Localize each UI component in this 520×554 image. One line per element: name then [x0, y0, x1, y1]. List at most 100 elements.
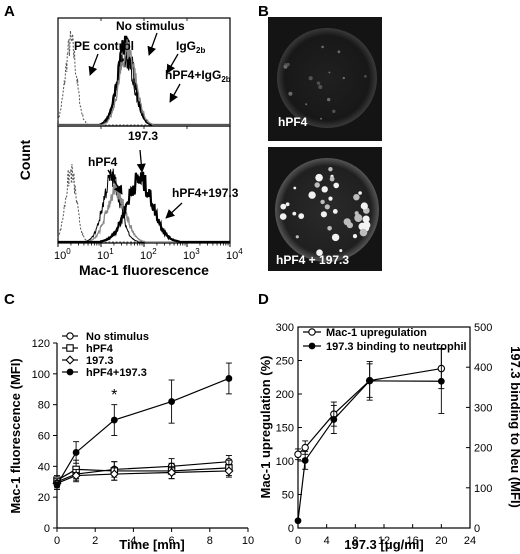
staining-spot: [364, 75, 367, 78]
chart-c-series: *: [52, 362, 234, 490]
chart-c-x-tick-label: 6: [169, 535, 175, 547]
staining-spot: [362, 215, 370, 223]
staining-spot: [320, 211, 327, 218]
staining-spot: [284, 63, 287, 66]
chart-c-point: [225, 375, 233, 382]
staining-spot: [285, 202, 290, 207]
chart-d-right-tick-label: 400: [474, 362, 492, 374]
chart-c-y-tick-label: 20: [38, 492, 50, 504]
histogram-tick-label: 102: [140, 247, 157, 262]
panel-label-d: D: [258, 291, 269, 308]
histogram-x-ticks: 100 101 102 103 104: [54, 18, 243, 262]
histogram-curve-thick: [58, 171, 230, 244]
chart-d-point: [301, 457, 309, 464]
chart-d-x-tick-label: 8: [352, 535, 358, 547]
staining-spot: [329, 176, 335, 182]
panel-a-histograms: 100 101 102 103 104 Count Mac-1 fluorescence…: [17, 17, 243, 278]
chart-d-left-tick-label: 250: [276, 356, 294, 368]
histogram-tick-label: 103: [183, 247, 200, 262]
chart-d-legend: Mac-1 upregulation 197.3 binding to neutr…: [303, 327, 467, 353]
staining-spot: [279, 213, 287, 220]
chart-d-legend-marker: [308, 328, 316, 336]
chart-d-right-y-label: 197.3 binding to Neu (MFI): [508, 346, 520, 508]
chart-d-legend-label: Mac-1 upregulation: [326, 327, 427, 339]
chart-c-point: [168, 398, 176, 405]
chart-c-y-label: Mac-1 fluorescence (MFI): [8, 358, 23, 513]
chart-c-legend-marker: [66, 344, 74, 352]
staining-spot: [283, 64, 288, 69]
panel-label-b: B: [258, 3, 269, 20]
chart-d-left-tick-label: 0: [288, 523, 294, 535]
chart-c-y-tick-label: 100: [32, 369, 50, 381]
arrow-pe-control: [88, 53, 99, 76]
staining-spot: [333, 182, 340, 189]
chart-c-ticks: 0 20 40 60 80 100 120 0 2 4 6 8 10: [32, 338, 254, 547]
staining-spot: [346, 222, 353, 229]
chart-d-x-tick-label: 4: [324, 535, 330, 547]
arrow-197-3: [136, 149, 146, 173]
chart-c-point: [72, 449, 80, 456]
histogram-tick-label: 104: [226, 247, 243, 262]
panel-label-a: A: [4, 3, 15, 20]
chart-d-legend-label: 197.3 binding to neutrophil: [326, 341, 467, 353]
chart-c-x-tick-label: 8: [207, 535, 213, 547]
staining-spot: [324, 204, 330, 210]
chart-d-x-tick-label: 0: [295, 535, 301, 547]
cell-hpf4-staining: [283, 45, 367, 120]
chart-c-x-tick-label: 0: [54, 535, 60, 547]
chart-c-legend-marker: [65, 355, 75, 365]
histogram-curve-grey: [58, 39, 230, 126]
staining-spot: [321, 186, 328, 193]
staining-spot: [305, 103, 308, 106]
chart-d-frame: [297, 326, 471, 529]
chart-d-point: [301, 443, 309, 452]
chart-d-x-tick-label: 20: [435, 535, 447, 547]
chart-d-point: [330, 416, 338, 423]
chart-d-point: [437, 377, 445, 385]
cell-hpf4-197-3-staining: [279, 167, 371, 256]
histogram-tick-label: 101: [97, 247, 114, 262]
staining-spot: [328, 196, 333, 201]
panel-label-c: C: [4, 291, 15, 308]
micrograph-label-hpf4-197-3: hPF4 + 197.3: [276, 253, 349, 267]
staining-spot: [332, 209, 338, 214]
chart-d-left-tick-label: 200: [276, 389, 294, 401]
staining-spot: [337, 50, 341, 54]
staining-spot: [321, 45, 324, 49]
chart-c-legend-marker: [66, 332, 74, 340]
chart-d-point: [294, 517, 302, 525]
staining-spot: [328, 71, 331, 74]
chart-d-left-tick-label: 300: [276, 322, 294, 334]
chart-d-line: [297, 380, 442, 521]
chart-c-legend-label: 197.3: [86, 355, 114, 367]
chart-d-point: [366, 377, 374, 385]
chart-c-y-tick-label: 60: [38, 431, 50, 443]
staining-spot: [327, 226, 332, 231]
chart-c-y-tick-label: 40: [38, 461, 50, 473]
annotation-hpf4-igg2b: hPF4+IgG2b: [165, 68, 231, 84]
chart-d-right-tick-label: 300: [474, 402, 492, 414]
staining-spot: [295, 235, 299, 239]
annotation-hpf4: hPF4: [88, 155, 118, 169]
chart-c-point: [71, 471, 81, 481]
staining-spot: [298, 213, 305, 220]
chart-d-right-tick-label: 0: [474, 523, 480, 535]
chart-d-ticks: 0 50 100 150 200 250 300 0 100 200 300 400 500 0 4 8 12 1…: [276, 322, 493, 547]
staining-spot: [314, 182, 320, 188]
chart-c-y-tick-label: 120: [32, 338, 50, 350]
chart-c-significance: *: [111, 387, 117, 404]
staining-spot: [292, 211, 297, 216]
staining-spot: [286, 62, 290, 67]
chart-c-legend-label: hPF4+197.3: [86, 367, 147, 379]
cell-hpf4: [277, 28, 377, 128]
chart-c-point: [167, 467, 177, 478]
staining-spot: [332, 109, 336, 114]
staining-spot: [342, 76, 345, 80]
staining-spot: [315, 173, 323, 182]
staining-spot: [320, 199, 325, 205]
chart-d-x-tick-label: 24: [464, 535, 476, 547]
chart-d-x-tick-label: 16: [407, 535, 419, 547]
